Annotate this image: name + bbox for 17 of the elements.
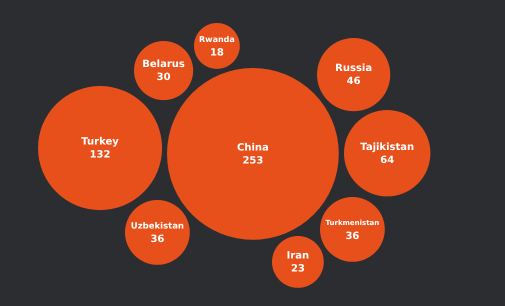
data-label: 132	[90, 150, 111, 161]
category-label: China	[237, 142, 269, 154]
category-label: Tajikistan	[360, 142, 414, 153]
data-label: 23	[290, 263, 305, 274]
data-label: 18	[210, 48, 224, 59]
data-label: 253	[242, 155, 264, 166]
category-label: Russia	[335, 63, 372, 74]
category-label: Belarus	[142, 59, 185, 70]
category-label: Rwanda	[199, 34, 235, 44]
category-label: Turkey	[81, 136, 120, 148]
data-label: 46	[346, 76, 361, 88]
data-label: 30	[156, 72, 171, 84]
data-label: 36	[150, 234, 164, 245]
data-label: 36	[345, 230, 360, 242]
data-label: 64	[380, 154, 394, 166]
category-label: Iran	[286, 250, 310, 262]
category-label: Uzbekistan	[130, 222, 184, 232]
